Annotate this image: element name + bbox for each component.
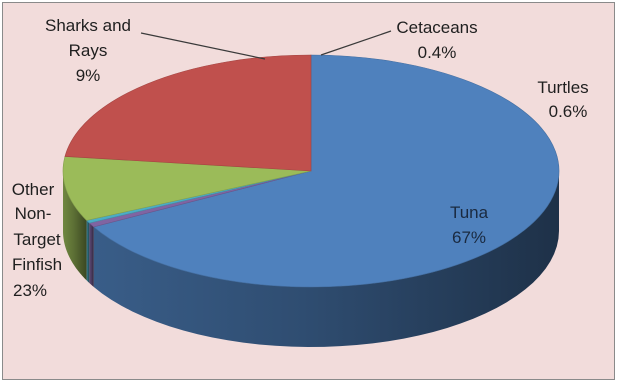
slice-side-sharks-and-rays bbox=[63, 171, 87, 281]
label-sharks-line2: Rays bbox=[69, 41, 108, 60]
slice-side-tuna bbox=[93, 171, 560, 347]
chart-area: Tuna 67% Turtles 0.6% Cetaceans 0.4% Sha… bbox=[2, 2, 615, 380]
label-other-value: 23% bbox=[13, 281, 47, 300]
slice-sharks-and-rays bbox=[62, 156, 312, 221]
label-sharks-value: 9% bbox=[76, 66, 101, 85]
label-cetaceans-name: Cetaceans bbox=[396, 18, 477, 37]
slice-other-non-target-finfish bbox=[64, 54, 312, 172]
leader-sharks bbox=[140, 32, 266, 60]
slice-side-turtles bbox=[89, 223, 94, 287]
pie-chart: Tuna 67% Turtles 0.6% Cetaceans 0.4% Sha… bbox=[12, 16, 589, 347]
pie-slices bbox=[62, 54, 560, 347]
label-other-line4: Finfish bbox=[12, 255, 62, 274]
label-other-line3: Target bbox=[13, 230, 61, 249]
label-tuna-name: Tuna bbox=[450, 203, 489, 222]
label-turtles-name: Turtles bbox=[537, 78, 588, 97]
label-other-line1: Other bbox=[12, 180, 55, 199]
label-sharks-line1: Sharks and bbox=[45, 16, 131, 35]
leader-cetaceans bbox=[320, 30, 392, 56]
label-other-line2: Non- bbox=[15, 204, 52, 223]
leader-lines bbox=[140, 30, 392, 60]
label-tuna-value: 67% bbox=[452, 228, 486, 247]
label-cetaceans-value: 0.4% bbox=[418, 43, 457, 62]
slice-side-cetaceans bbox=[86, 220, 90, 284]
slice-tuna bbox=[93, 54, 560, 288]
label-turtles-value: 0.6% bbox=[549, 102, 588, 121]
